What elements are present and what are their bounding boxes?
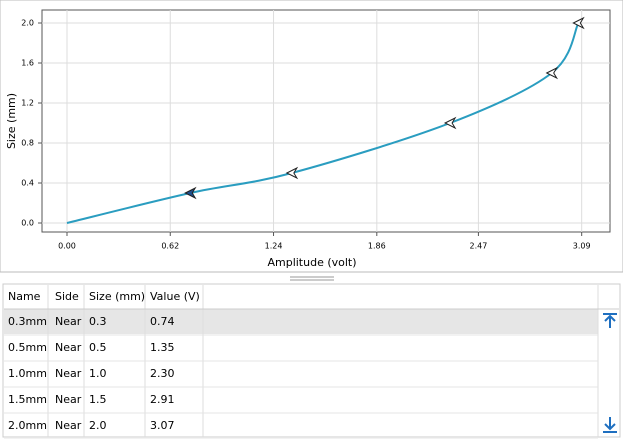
table-cell: Near xyxy=(55,315,82,328)
plot-area xyxy=(41,9,611,233)
point-marker xyxy=(285,166,299,180)
table-cell: 2.30 xyxy=(150,367,175,380)
column-header: Size (mm) xyxy=(89,290,145,303)
y-tick-label: 0.4 xyxy=(21,179,34,188)
x-tick-label: 0.00 xyxy=(58,242,76,251)
x-tick-label: 0.62 xyxy=(161,242,179,251)
selected-row[interactable] xyxy=(4,309,598,334)
y-tick-label: 2.0 xyxy=(21,19,34,28)
splitter[interactable] xyxy=(290,276,334,281)
point-marker xyxy=(443,116,457,130)
scroll-top-button[interactable] xyxy=(603,313,617,328)
point-marker xyxy=(572,16,585,30)
x-tick-label: 1.86 xyxy=(368,242,386,251)
table-cell: 0.3mm xyxy=(8,315,47,328)
y-tick-label: 0.8 xyxy=(21,139,34,148)
x-tick-label: 3.09 xyxy=(573,242,591,251)
table-cell: Near xyxy=(55,367,82,380)
column-header: Name xyxy=(8,290,41,303)
table-cell: 0.74 xyxy=(150,315,175,328)
table-cell: 2.91 xyxy=(150,393,175,406)
table-cell: 1.5mm xyxy=(8,393,47,406)
column-header: Side xyxy=(55,290,79,303)
table-cell: 0.5 xyxy=(89,341,107,354)
point-marker xyxy=(545,66,559,80)
y-axis-label: Size (mm) xyxy=(5,93,18,149)
table-cell: Near xyxy=(55,393,82,406)
y-tick-label: 1.2 xyxy=(21,99,34,108)
table-cell: 1.5 xyxy=(89,393,107,406)
y-tick-label: 0.0 xyxy=(21,219,34,228)
x-axis-label: Amplitude (volt) xyxy=(267,256,356,269)
table-cell: Near xyxy=(55,341,82,354)
point-marker xyxy=(184,186,197,200)
table-cell: Near xyxy=(55,419,82,432)
table-cell: 1.0 xyxy=(89,367,107,380)
scroll-bottom-button[interactable] xyxy=(603,417,617,433)
x-tick-label: 2.47 xyxy=(470,242,488,251)
table-cell: 1.35 xyxy=(150,341,175,354)
table-cell: 0.5mm xyxy=(8,341,47,354)
table-cell: 0.3 xyxy=(89,315,107,328)
table-cell: 2.0 xyxy=(89,419,107,432)
x-tick-label: 1.24 xyxy=(265,242,283,251)
table-cell: 1.0mm xyxy=(8,367,47,380)
y-tick-label: 1.6 xyxy=(21,59,34,68)
table-cell: 3.07 xyxy=(150,419,175,432)
table-cell: 2.0mm xyxy=(8,419,47,432)
column-header: Value (V) xyxy=(150,290,200,303)
